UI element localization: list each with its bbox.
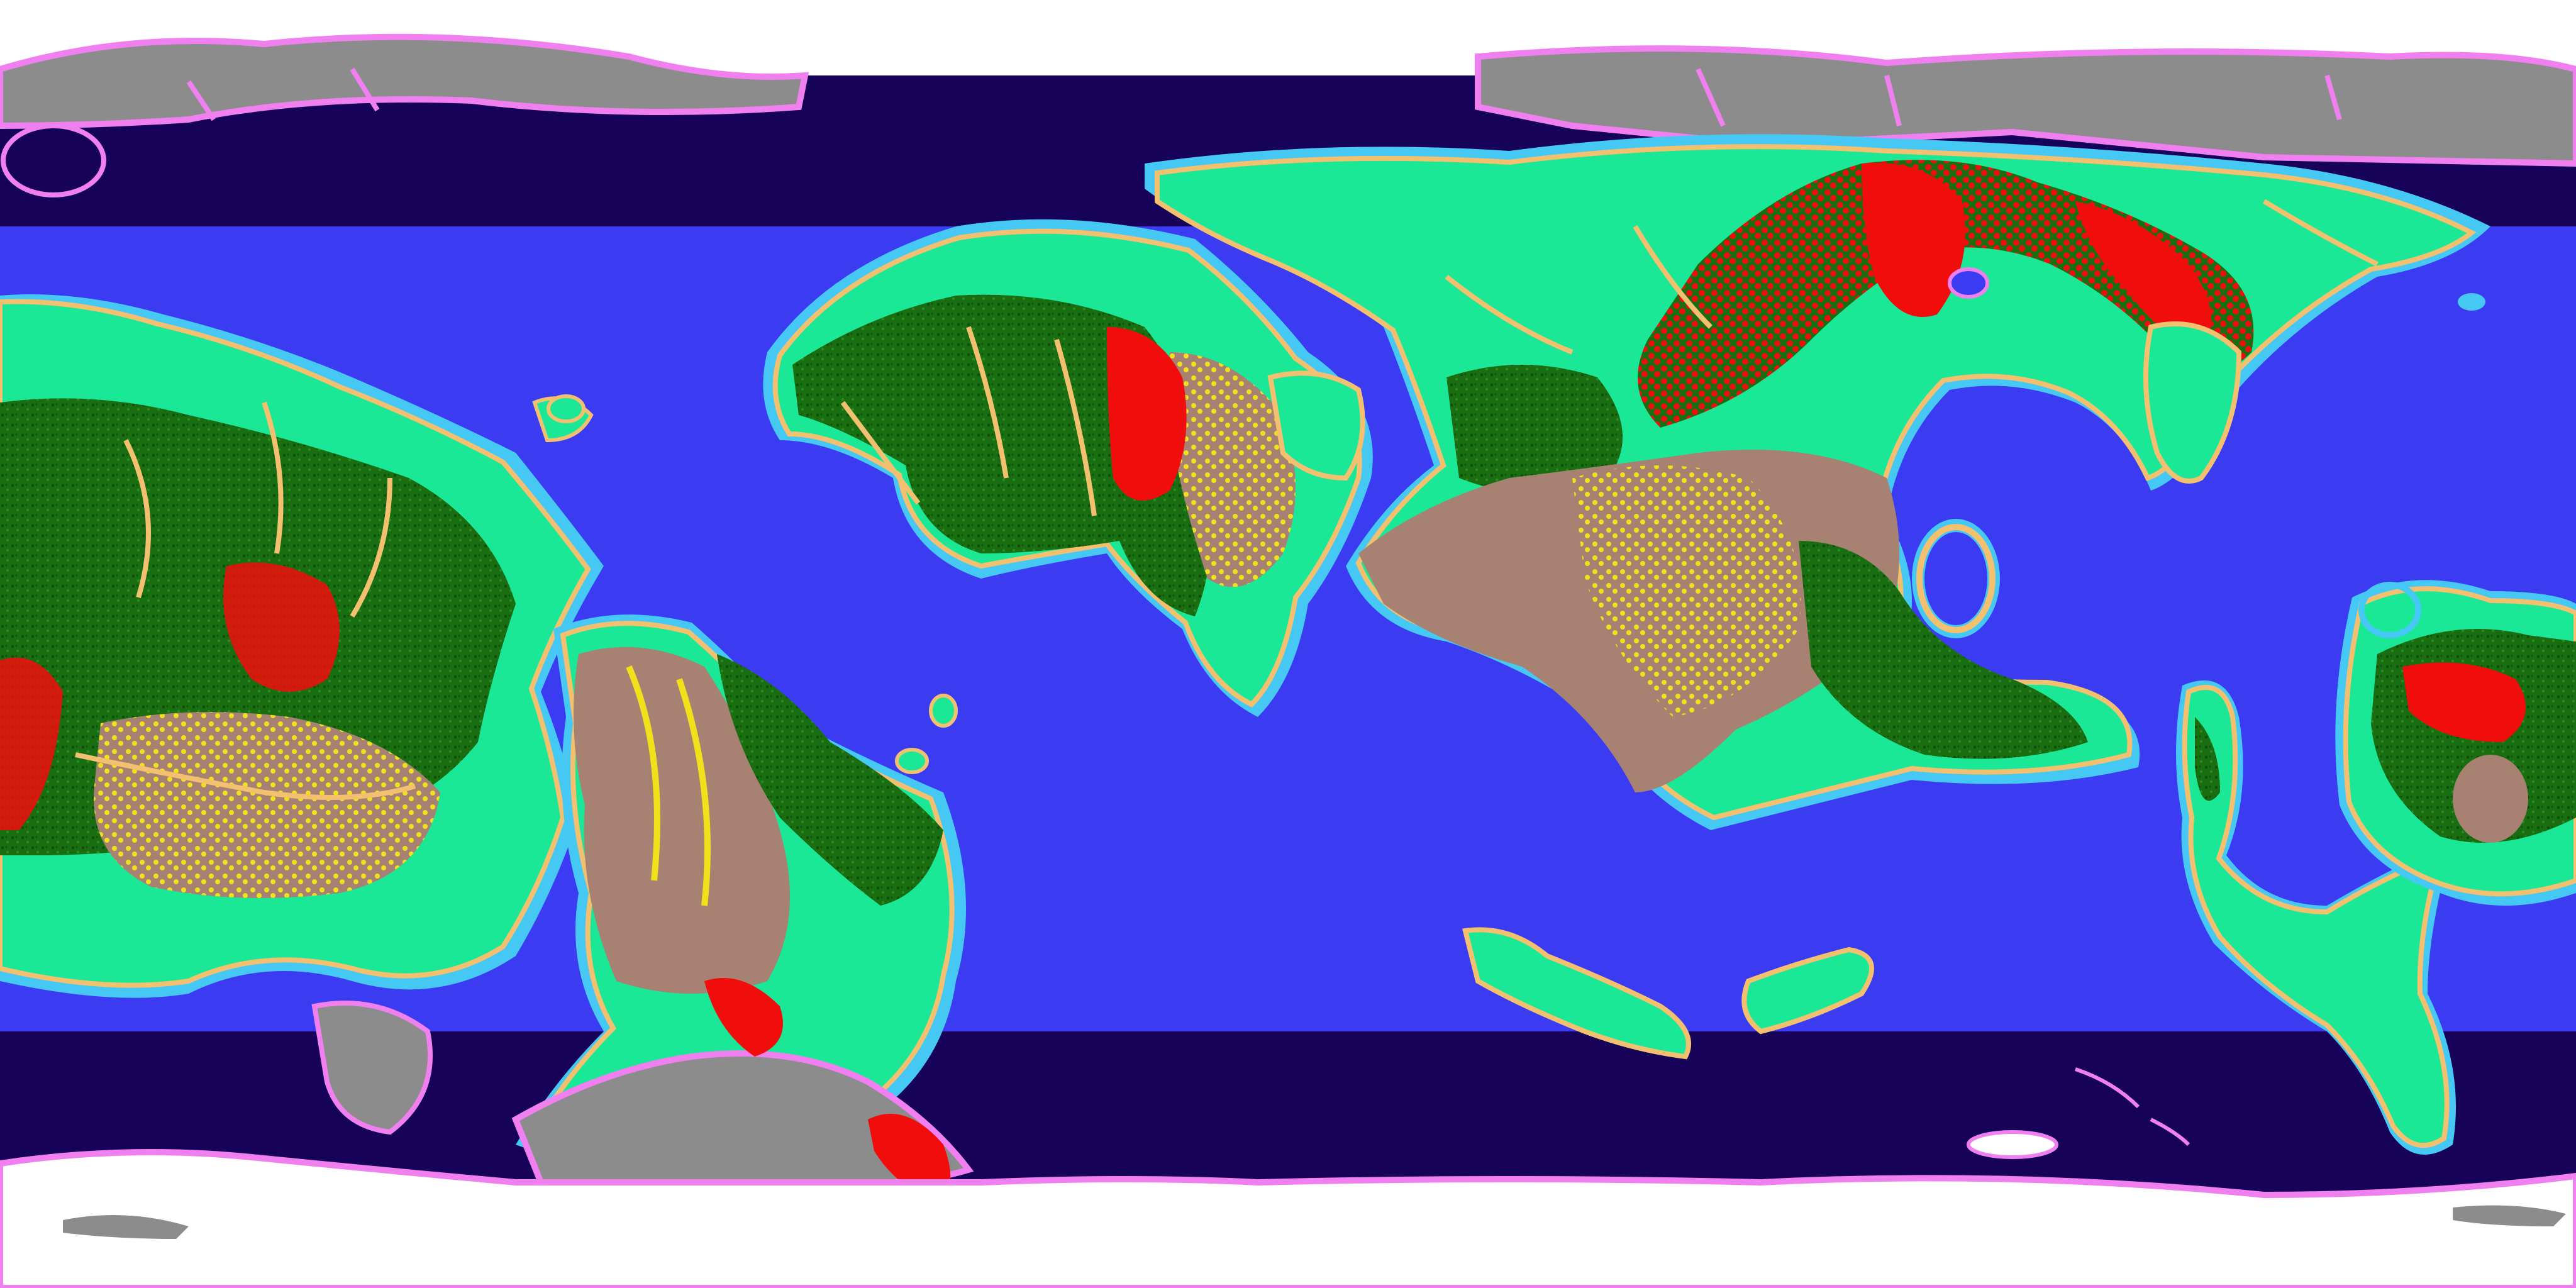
central-continent [532,219,1373,717]
far-east-landmass [2335,580,2576,906]
southern-island-chain [1462,927,2190,1159]
southwest-continent [311,614,974,1201]
east-subcontinent [2176,680,2456,1155]
northeast-continent [1145,134,2490,830]
small-islands [547,293,2485,774]
southern-ice-cap [0,1149,2576,1288]
northwest-polar-lake [1,123,106,197]
west-continent [0,123,604,998]
crater-ring-lake [1912,519,2000,638]
